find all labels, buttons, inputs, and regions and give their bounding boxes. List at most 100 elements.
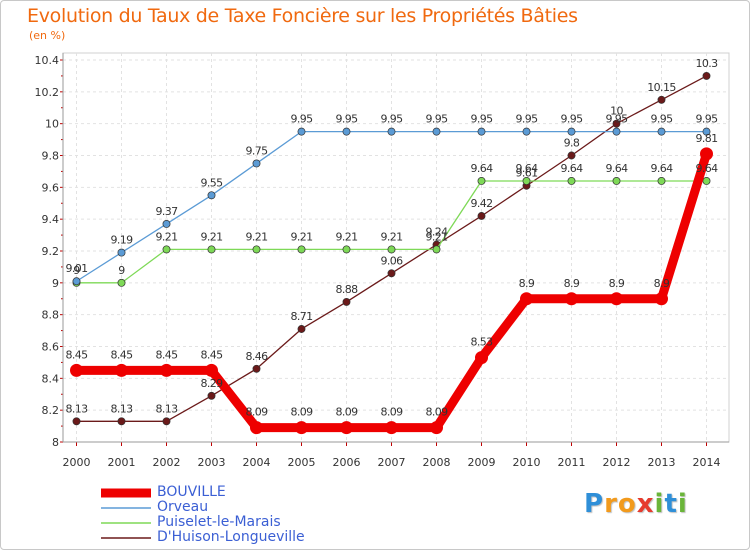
legend-item-dhuison: D'Huison-Longueville (101, 530, 305, 545)
data-label-puiselet-le-marais: 9.64 (650, 162, 673, 175)
legend-item-puiselet: Puiselet-le-Marais (101, 515, 305, 530)
data-point-puiselet-le-marais (207, 245, 216, 254)
data-label-orveau: 9.95 (515, 113, 538, 126)
data-point-bouville (205, 363, 218, 377)
data-point-puiselet-le-marais (657, 177, 666, 185)
data-point-puiselet-le-marais (387, 245, 396, 254)
data-label-puiselet-le-marais: 9.21 (245, 230, 267, 243)
data-label-orveau: 9.95 (605, 113, 628, 126)
data-point-bouville (565, 292, 578, 306)
logo-letter: t (664, 489, 678, 519)
data-label-d-huison-longueville: 8.29 (200, 377, 223, 390)
data-label-orveau: 9.95 (335, 113, 358, 126)
y-tick-label: 10 (45, 118, 59, 131)
x-tick-label: 2003 (198, 456, 226, 469)
data-label-d-huison-longueville: 8.88 (335, 283, 358, 296)
data-point-orveau (207, 191, 216, 200)
data-point-puiselet-le-marais (252, 245, 261, 254)
data-point-d-huison-longueville (117, 417, 126, 426)
data-point-puiselet-le-marais (162, 245, 171, 254)
data-point-orveau (117, 248, 126, 257)
data-point-puiselet-le-marais (342, 245, 351, 254)
data-label-puiselet-le-marais: 9.64 (605, 162, 628, 175)
data-point-d-huison-longueville (567, 151, 576, 160)
data-point-puiselet-le-marais (567, 177, 576, 185)
data-label-puiselet-le-marais: 9.21 (155, 230, 177, 243)
legend-swatch-orveau (101, 507, 151, 509)
x-tick-label: 2001 (108, 456, 136, 469)
data-point-d-huison-longueville (207, 391, 216, 400)
x-tick-label: 2004 (243, 456, 271, 469)
data-point-puiselet-le-marais (702, 177, 711, 185)
data-label-d-huison-longueville: 9.8 (564, 137, 580, 150)
data-point-orveau (657, 127, 666, 136)
data-point-puiselet-le-marais (477, 177, 486, 185)
x-tick-label: 2007 (378, 456, 406, 469)
data-label-d-huison-longueville: 8.46 (245, 350, 268, 363)
grid (63, 53, 729, 443)
data-label-puiselet-le-marais: 9.21 (335, 230, 357, 243)
data-point-puiselet-le-marais (522, 177, 531, 185)
y-tick-label: 10.2 (35, 86, 60, 99)
data-label-bouville: 8.45 (155, 348, 178, 361)
data-label-d-huison-longueville: 8.13 (155, 402, 178, 415)
data-point-d-huison-longueville (657, 95, 666, 104)
data-label-puiselet-le-marais: 9.21 (425, 230, 447, 243)
data-label-d-huison-longueville: 8.13 (65, 402, 88, 415)
data-point-orveau (522, 127, 531, 136)
legend-item-orveau: Orveau (101, 500, 305, 515)
data-label-orveau: 9.37 (155, 205, 178, 218)
proxiti-logo: Proxiti (584, 489, 688, 519)
series-lines (70, 71, 713, 435)
data-point-puiselet-le-marais (612, 177, 621, 185)
data-point-bouville (700, 147, 713, 161)
data-label-bouville: 9.81 (695, 132, 717, 145)
legend-item-bouville: BOUVILLE (101, 485, 305, 500)
data-point-d-huison-longueville (387, 269, 396, 278)
y-tick-label: 8.4 (42, 372, 60, 385)
data-point-bouville (295, 421, 308, 435)
data-label-bouville: 8.9 (519, 277, 535, 290)
data-point-orveau (342, 127, 351, 136)
y-tick-label: 9.4 (42, 213, 60, 226)
data-label-d-huison-longueville: 9.61 (515, 167, 537, 180)
data-label-orveau: 9.95 (425, 113, 448, 126)
data-label-puiselet-le-marais: 9.21 (200, 230, 222, 243)
data-label-puiselet-le-marais: 9.64 (695, 162, 718, 175)
data-label-d-huison-longueville: 8.13 (110, 402, 133, 415)
legend-label-bouville: BOUVILLE (157, 484, 226, 500)
data-label-d-huison-longueville: 10.3 (695, 57, 718, 70)
data-point-orveau (567, 127, 576, 136)
data-point-d-huison-longueville (252, 364, 261, 373)
data-label-bouville: 8.09 (425, 406, 448, 419)
data-point-bouville (250, 421, 263, 435)
data-point-orveau (162, 219, 171, 228)
data-label-bouville: 8.45 (200, 348, 223, 361)
data-point-puiselet-le-marais (297, 245, 306, 254)
x-tick-label: 2008 (423, 456, 451, 469)
x-tick-label: 2012 (603, 456, 631, 469)
legend-label-orveau: Orveau (157, 499, 209, 515)
data-label-orveau: 9.95 (290, 113, 313, 126)
y-tick-label: 8.8 (42, 309, 60, 322)
data-point-orveau (387, 127, 396, 136)
legend-swatch-bouville (101, 488, 151, 498)
data-point-d-huison-longueville (72, 417, 81, 426)
data-label-orveau: 9.95 (380, 113, 403, 126)
logo-letter: i (654, 489, 665, 519)
data-label-orveau: 9.19 (110, 234, 133, 247)
data-point-bouville (115, 363, 128, 377)
data-label-puiselet-le-marais: 9.64 (515, 162, 538, 175)
y-tick-label: 9 (52, 277, 59, 290)
x-tick-label: 2011 (558, 456, 586, 469)
axes: 8 8.2 8.4 8.6 8.8 9 9.2 9.4 9.6 9.8 10 10.2 10.4 2000… (35, 53, 729, 469)
data-labels: 8.13 8.13 8.13 8.29 8.46 8.71 8.88 9.06 9.24 9.42… (65, 57, 718, 419)
y-tick-label: 9.8 (42, 150, 60, 163)
y-tick-label: 9.6 (42, 181, 60, 194)
data-point-d-huison-longueville (342, 297, 351, 306)
data-label-bouville: 8.45 (110, 348, 133, 361)
data-point-d-huison-longueville (702, 71, 711, 80)
data-point-d-huison-longueville (297, 325, 306, 333)
